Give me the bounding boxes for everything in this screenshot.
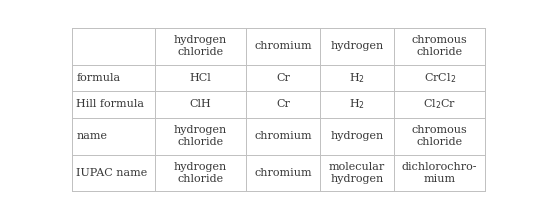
Text: H$_{2}$: H$_{2}$	[349, 97, 365, 111]
Text: chromium: chromium	[255, 41, 312, 51]
Text: hydrogen
chloride: hydrogen chloride	[174, 125, 227, 147]
Text: dichlorochro-
mium: dichlorochro- mium	[402, 162, 477, 184]
Text: IUPAC name: IUPAC name	[76, 168, 147, 178]
Text: HCl: HCl	[190, 73, 212, 83]
Text: Cl$_{2}$Cr: Cl$_{2}$Cr	[423, 97, 456, 111]
Text: hydrogen
chloride: hydrogen chloride	[174, 162, 227, 184]
Text: Cr: Cr	[276, 73, 290, 83]
Text: chromium: chromium	[255, 168, 312, 178]
Text: chromous
chloride: chromous chloride	[412, 35, 467, 57]
Text: name: name	[76, 131, 107, 141]
Text: molecular
hydrogen: molecular hydrogen	[329, 162, 385, 184]
Text: chromium: chromium	[255, 131, 312, 141]
Text: formula: formula	[76, 73, 121, 83]
Text: Hill formula: Hill formula	[76, 99, 145, 109]
Text: chromous
chloride: chromous chloride	[412, 125, 467, 147]
Text: hydrogen: hydrogen	[330, 41, 384, 51]
Text: Cr: Cr	[276, 99, 290, 109]
Text: hydrogen: hydrogen	[330, 131, 384, 141]
Text: hydrogen
chloride: hydrogen chloride	[174, 35, 227, 57]
Text: H$_{2}$: H$_{2}$	[349, 71, 365, 85]
Text: CrCl$_{2}$: CrCl$_{2}$	[424, 71, 456, 85]
Text: ClH: ClH	[190, 99, 212, 109]
